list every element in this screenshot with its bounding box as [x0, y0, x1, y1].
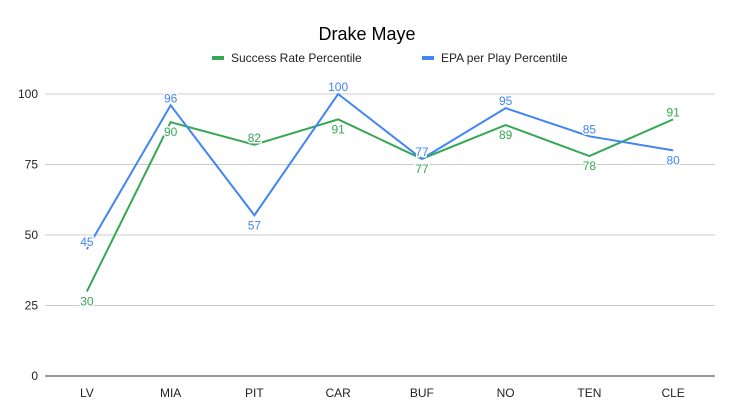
- data-label: 80: [666, 153, 680, 167]
- y-tick-label: 75: [25, 158, 39, 172]
- data-label: 100: [328, 80, 348, 94]
- data-label: 82: [248, 131, 262, 145]
- data-label: 85: [583, 122, 597, 136]
- y-tick-label: 100: [18, 87, 38, 101]
- y-tick-label: 25: [25, 299, 39, 313]
- legend-label: Success Rate Percentile: [231, 51, 362, 65]
- x-tick-label: CAR: [325, 386, 351, 400]
- x-tick-label: NO: [497, 386, 515, 400]
- x-tick-label: MIA: [160, 386, 181, 400]
- data-label: 95: [499, 94, 513, 108]
- data-label: 90: [164, 125, 178, 139]
- chart-title: Drake Maye: [318, 24, 415, 44]
- data-label: 45: [80, 235, 94, 249]
- legend-swatch: [422, 56, 434, 60]
- y-tick-label: 50: [25, 228, 39, 242]
- legend-swatch: [212, 56, 224, 60]
- data-label: 91: [331, 122, 345, 136]
- x-tick-label: CLE: [661, 386, 684, 400]
- data-label: 30: [80, 294, 94, 308]
- legend-label: EPA per Play Percentile: [441, 51, 568, 65]
- x-tick-label: TEN: [577, 386, 601, 400]
- data-label: 89: [499, 128, 513, 142]
- legend: Success Rate Percentile EPA per Play Perc…: [212, 51, 568, 65]
- data-label: 77: [415, 145, 429, 159]
- data-label: 57: [248, 218, 262, 232]
- y-tick-label: 0: [31, 369, 38, 383]
- x-tick-label: BUF: [410, 386, 434, 400]
- series-line: [86, 92, 674, 250]
- series-line: [85, 118, 674, 292]
- x-tick-label: PIT: [245, 386, 264, 400]
- x-tick-label: LV: [80, 386, 94, 400]
- data-label: 78: [583, 159, 597, 173]
- data-label: 77: [415, 162, 429, 176]
- data-label: 96: [164, 91, 178, 105]
- data-label: 91: [666, 105, 680, 119]
